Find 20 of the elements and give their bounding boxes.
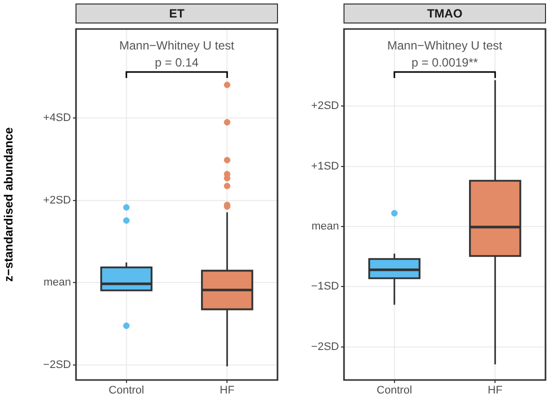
chart-title: ET bbox=[169, 6, 186, 20]
y-tick-label: −2SD bbox=[43, 358, 72, 371]
annotation: p = 0.14 bbox=[154, 55, 199, 70]
y-tick-label: +2SD bbox=[311, 100, 340, 112]
chart-title: TMAO bbox=[427, 6, 462, 20]
x-tick-label: Control bbox=[376, 384, 412, 397]
x-tick-label: Control bbox=[108, 384, 144, 397]
y-tick-label: mean bbox=[43, 276, 71, 289]
y-tick-label: +2SD bbox=[43, 194, 72, 206]
x-tick-label: HF bbox=[220, 384, 235, 397]
y-axis-title: z−standardised abundance bbox=[2, 126, 16, 282]
y-tick-label: +1SD bbox=[311, 160, 340, 172]
annotation: Mann−Whitney U test bbox=[387, 38, 503, 52]
y-tick-label: −1SD bbox=[311, 280, 340, 293]
x-tick-label: HF bbox=[488, 384, 503, 397]
y-tick-label: −2SD bbox=[311, 340, 340, 353]
y-tick-label: mean bbox=[311, 220, 339, 233]
annotation: p = 0.0019** bbox=[412, 55, 478, 70]
y-tick-label: +4SD bbox=[43, 112, 72, 124]
annotation: Mann−Whitney U test bbox=[119, 38, 235, 52]
